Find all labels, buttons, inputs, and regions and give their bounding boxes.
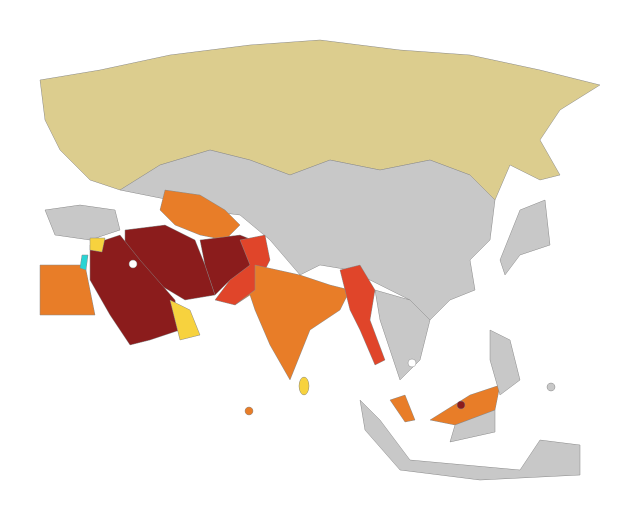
israel (79, 254, 89, 271)
island (546, 382, 556, 392)
island (244, 406, 254, 416)
borneo-south (449, 409, 496, 443)
sri-lanka (298, 376, 310, 396)
southeast-asia (374, 289, 431, 381)
saudi-arabia (89, 234, 181, 346)
india (234, 264, 351, 381)
egypt (39, 264, 96, 316)
levant (89, 237, 106, 253)
myanmar (339, 264, 386, 366)
central-east-asia (119, 149, 496, 321)
japan (499, 199, 551, 276)
marker (407, 358, 417, 368)
malaysia (389, 394, 416, 423)
brunei (456, 400, 466, 410)
marker (128, 259, 138, 269)
philippines (489, 329, 521, 396)
indonesia (359, 399, 581, 481)
oman (169, 299, 201, 341)
turkey (44, 204, 121, 241)
